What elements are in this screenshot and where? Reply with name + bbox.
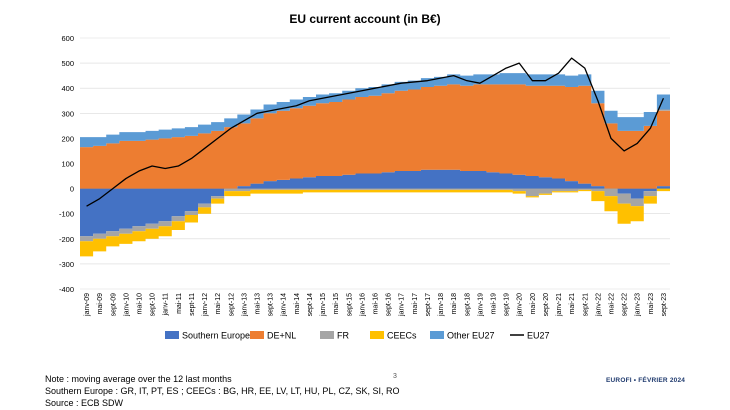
- x-tick-label: janv-10: [123, 293, 130, 317]
- x-tick-label: janv-23: [635, 293, 642, 317]
- legend-swatch-fr: [320, 331, 334, 339]
- x-tick-label: sept-09: [110, 293, 117, 316]
- x-tick-label: sept-18: [464, 293, 471, 316]
- legend-swatch-de-nl: [250, 331, 264, 339]
- x-tick-label: sept-11: [189, 293, 196, 316]
- axes: 600 500 400 300 200 100 0 -100 -200 -300 -400 janv-…: [59, 34, 668, 317]
- y-tick-label: -400: [59, 285, 74, 294]
- legend-swatch-other-eu27: [430, 331, 444, 339]
- y-tick-label: -300: [59, 260, 74, 269]
- x-tick-label: janv-18: [438, 293, 445, 317]
- x-tick-label: sept-15: [346, 293, 353, 316]
- x-tick-label: mai-19: [491, 293, 498, 315]
- legend-label: Southern Europe: [182, 331, 250, 341]
- x-tick-label: janv-20: [517, 293, 524, 317]
- x-tick-label: mai-13: [255, 293, 262, 315]
- note-country-groups: Southern Europe : GR, IT, PT, ES ; CEECs…: [45, 386, 400, 396]
- x-tick-label: janv-17: [399, 293, 406, 317]
- x-tick-label: mai-18: [451, 293, 458, 315]
- page-number: 3: [393, 373, 397, 380]
- legend-label: FR: [337, 331, 349, 341]
- y-tick-label: 100: [61, 160, 74, 169]
- x-tick-label: mai-17: [412, 293, 419, 315]
- x-tick-label: sept-23: [661, 293, 668, 316]
- y-tick-label: 600: [61, 34, 74, 43]
- x-tick-label: mai-21: [569, 293, 576, 315]
- y-tick-label: 200: [61, 134, 74, 143]
- y-tick-label: 400: [61, 84, 74, 93]
- x-tick-label: janv-13: [241, 293, 248, 317]
- x-tick-label: mai-11: [176, 293, 183, 314]
- y-tick-label: 300: [61, 109, 74, 118]
- area-series: [80, 73, 670, 257]
- x-tick-label: janv-21: [556, 293, 563, 317]
- x-tick-label: mai-12: [215, 293, 222, 315]
- legend-label: CEECs: [387, 331, 417, 341]
- legend: Southern Europe DE+NL FR CEECs Other EU27 EU2…: [165, 331, 550, 341]
- legend-label: DE+NL: [267, 331, 296, 341]
- note-source: Source : ECB SDW: [45, 398, 124, 408]
- line-eu27: [86, 57, 665, 207]
- x-tick-label: mai-20: [530, 293, 537, 315]
- y-tick-label: -100: [59, 210, 74, 219]
- chart-title: EU current account (in B€): [289, 12, 440, 26]
- brand-footer: EUROFI • FÉVRIER 2024: [606, 377, 686, 384]
- x-tick-label: mai-15: [333, 293, 340, 315]
- legend-label: Other EU27: [447, 331, 495, 341]
- x-tick-label: sept-20: [543, 293, 550, 316]
- x-tick-label: janv-15: [320, 293, 327, 317]
- line-series: [86, 57, 665, 207]
- x-tick-label: sept-17: [425, 293, 432, 316]
- x-tick-label: janv-22: [595, 293, 602, 317]
- area-ceecs: [80, 188, 670, 257]
- x-tick-label: janv-09: [84, 293, 91, 317]
- x-tick-label: sept-22: [622, 293, 629, 316]
- x-tick-label: sept-14: [307, 293, 314, 316]
- x-tick-label: sept-13: [268, 293, 275, 316]
- area-de-nl: [80, 84, 670, 189]
- legend-label: EU27: [527, 331, 550, 341]
- x-tick-label: mai-09: [97, 293, 104, 315]
- x-tick-label: janv-11: [163, 293, 170, 317]
- x-tick-label: mai-23: [648, 293, 655, 315]
- x-tick-label: sept-12: [228, 293, 235, 316]
- x-tick-label: mai-22: [609, 293, 616, 315]
- x-tick-label: sept-21: [582, 293, 589, 316]
- area-fr: [80, 109, 670, 242]
- x-tick-label: janv-14: [281, 293, 288, 317]
- x-tick-label: janv-19: [477, 293, 484, 317]
- x-tick-label: sept-16: [386, 293, 393, 316]
- x-tick-label: sept-10: [150, 293, 157, 316]
- y-tick-label: -200: [59, 235, 74, 244]
- x-tick-label: janv-16: [359, 293, 366, 317]
- y-tick-label: 0: [70, 185, 74, 194]
- x-tick-label: mai-10: [137, 293, 144, 315]
- legend-swatch-ceecs: [370, 331, 384, 339]
- x-tick-label: janv-12: [202, 293, 209, 317]
- x-tick-label: sept-19: [504, 293, 511, 316]
- y-tick-label: 500: [61, 59, 74, 68]
- x-tick-label: mai-14: [294, 293, 301, 315]
- note-moving-average: Note : moving average over the 12 last m…: [45, 374, 232, 384]
- area-southern-europe: [80, 169, 670, 237]
- x-tick-label: mai-16: [373, 293, 380, 315]
- legend-swatch-southern-europe: [165, 331, 179, 339]
